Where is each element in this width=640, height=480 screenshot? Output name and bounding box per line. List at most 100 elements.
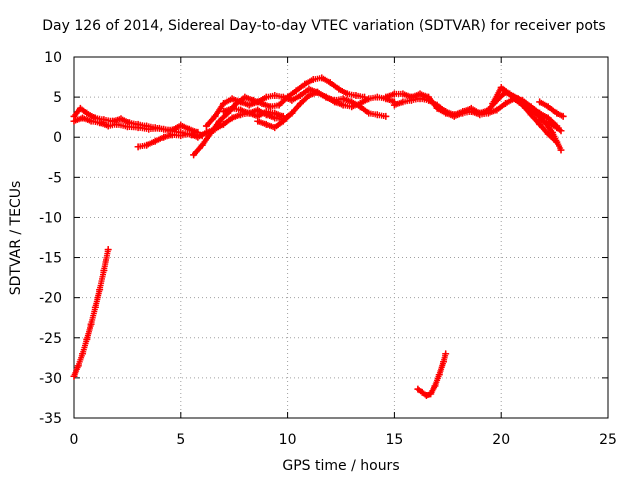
data-point	[117, 115, 125, 123]
data-point	[74, 362, 82, 370]
data-point	[123, 123, 131, 131]
data-point	[557, 146, 565, 154]
y-tick-label: 0	[53, 130, 62, 146]
data-point	[143, 141, 151, 149]
data-point	[198, 141, 206, 149]
chart-title: Day 126 of 2014, Sidereal Day-to-day VTE…	[42, 18, 605, 34]
data-point	[160, 133, 168, 141]
y-tick-label: -25	[39, 331, 62, 347]
data-point	[331, 98, 339, 106]
data-point	[322, 93, 330, 101]
data-point	[96, 286, 104, 294]
data-point	[262, 120, 270, 128]
data-point	[301, 80, 309, 88]
data-point	[544, 119, 552, 127]
data-point	[220, 108, 228, 116]
data-series-track-n	[414, 350, 450, 400]
data-point	[87, 117, 95, 125]
data-point	[365, 109, 373, 117]
data-point	[501, 100, 509, 108]
x-axis-label: GPS time / hours	[282, 458, 399, 474]
data-point	[292, 87, 300, 95]
data-point	[104, 122, 112, 130]
data-point	[104, 246, 112, 254]
x-tick-label: 15	[385, 432, 403, 448]
y-tick-label: -20	[39, 291, 62, 307]
data-point	[352, 92, 360, 100]
data-point	[76, 104, 84, 112]
data-point	[177, 132, 185, 140]
data-point	[536, 98, 544, 106]
data-point	[79, 114, 87, 122]
data-point	[185, 130, 193, 138]
series-layer	[70, 74, 567, 400]
data-point	[254, 117, 262, 125]
data-point	[514, 95, 522, 103]
data-point	[262, 93, 270, 101]
x-tick-label: 20	[492, 432, 510, 448]
data-point	[506, 90, 514, 98]
data-point	[267, 103, 275, 111]
data-point	[356, 100, 364, 108]
data-point	[418, 388, 426, 396]
data-point	[450, 111, 458, 119]
data-point	[467, 104, 475, 112]
data-point	[390, 90, 398, 98]
y-tick-label: -5	[48, 170, 62, 186]
grid-layer	[74, 57, 608, 418]
data-point	[399, 90, 407, 98]
data-point	[442, 108, 450, 116]
data-point	[70, 372, 78, 380]
data-point	[427, 390, 435, 398]
data-point	[422, 392, 430, 400]
data-point	[553, 124, 561, 132]
data-point	[271, 114, 279, 122]
data-point	[348, 103, 356, 111]
data-point	[414, 385, 422, 393]
data-point	[484, 106, 492, 114]
data-point	[435, 371, 443, 379]
data-point	[296, 92, 304, 100]
data-point	[79, 350, 87, 358]
data-series-track-k	[536, 98, 567, 120]
y-tick-label: -10	[39, 210, 62, 226]
data-point	[296, 100, 304, 108]
data-point	[343, 90, 351, 98]
data-point	[87, 320, 95, 328]
data-point	[382, 112, 390, 120]
data-point	[177, 121, 185, 129]
data-point	[288, 109, 296, 117]
data-point	[228, 114, 236, 122]
plot-frame	[73, 56, 609, 419]
data-series-track-l	[536, 116, 565, 135]
data-point	[100, 116, 108, 124]
data-point	[489, 100, 497, 108]
data-point	[96, 119, 104, 127]
data-point	[440, 358, 448, 366]
data-point	[497, 83, 505, 91]
data-point	[271, 124, 279, 132]
data-point	[220, 120, 228, 128]
data-point	[431, 382, 439, 390]
data-point	[237, 106, 245, 114]
data-point	[335, 85, 343, 93]
data-point	[309, 75, 317, 83]
data-point	[373, 111, 381, 119]
data-point	[271, 92, 279, 100]
data-point	[275, 101, 283, 109]
data-point	[531, 109, 539, 117]
data-point	[155, 124, 163, 132]
data-series-track-d	[190, 74, 368, 159]
y-axis-label: SDTVAR / TECUs	[8, 181, 24, 296]
x-tick-label: 10	[279, 432, 297, 448]
data-point	[83, 335, 91, 343]
data-point	[553, 109, 561, 117]
data-point	[279, 93, 287, 101]
data-point	[237, 98, 245, 106]
data-point	[245, 109, 253, 117]
data-point	[557, 127, 565, 135]
data-point	[318, 74, 326, 82]
data-point	[279, 117, 287, 125]
